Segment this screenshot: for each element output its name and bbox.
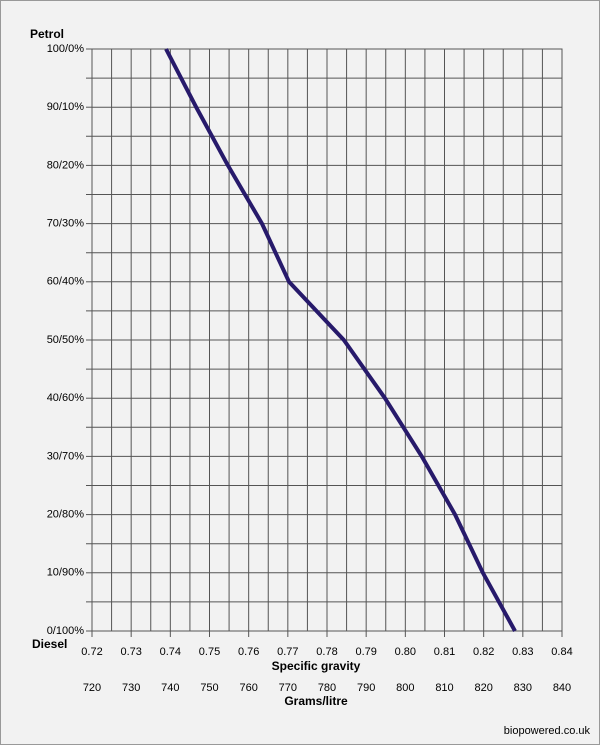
y-tick-label: 100/0%	[47, 43, 85, 55]
x-tick-label: 0.82	[473, 646, 494, 658]
y-tick-label: 10/90%	[47, 567, 85, 579]
y-tick-label: 70/30%	[47, 218, 85, 230]
x-tick-label: 0.72	[81, 646, 102, 658]
y-tick-label: 20/80%	[47, 509, 85, 521]
y-tick-label: 90/10%	[47, 101, 85, 113]
source: biopowered.co.uk	[504, 725, 591, 737]
petrol-label: Petrol	[30, 27, 64, 41]
diesel-label: Diesel	[32, 637, 67, 651]
x-tick-label: 0.78	[316, 646, 337, 658]
x2-tick-label: 840	[553, 682, 571, 694]
x-tick-label: 0.84	[551, 646, 572, 658]
y-tick-label: 80/20%	[47, 159, 85, 171]
y-tick-label: 30/70%	[47, 450, 85, 462]
data-line	[164, 48, 517, 632]
x2-tick-label: 810	[435, 682, 453, 694]
x2-tick-label: 720	[83, 682, 101, 694]
x-tick-label: 0.81	[434, 646, 455, 658]
x2-tick-label: 760	[239, 682, 257, 694]
x-tick-label: 0.75	[199, 646, 220, 658]
x2-tick-label: 770	[279, 682, 297, 694]
x2-tick-label: 790	[357, 682, 375, 694]
x-tick-label: 0.77	[277, 646, 298, 658]
x-axis-title: Specific gravity	[272, 659, 361, 673]
y-tick-label: 40/60%	[47, 392, 85, 404]
x2-tick-label: 740	[161, 682, 179, 694]
x2-tick-label: 820	[474, 682, 492, 694]
x2-tick-label: 730	[122, 682, 140, 694]
x-tick-label: 0.74	[160, 646, 181, 658]
x-tick-label: 0.83	[512, 646, 533, 658]
x2-tick-label: 800	[396, 682, 414, 694]
y-tick-label: 60/40%	[47, 276, 85, 288]
x-tick-label: 0.80	[395, 646, 416, 658]
x2-tick-label: 750	[200, 682, 218, 694]
plot-frame	[91, 48, 563, 632]
x-tick-label: 0.73	[120, 646, 141, 658]
x2-tick-label: 830	[514, 682, 532, 694]
x2-tick-label: 780	[318, 682, 336, 694]
y-tick-label: 50/50%	[47, 334, 85, 346]
x2-axis-title: Grams/litre	[284, 694, 348, 708]
y-tick-label: 0/100%	[47, 625, 85, 637]
x-tick-label: 0.76	[238, 646, 259, 658]
x-tick-label: 0.79	[355, 646, 376, 658]
